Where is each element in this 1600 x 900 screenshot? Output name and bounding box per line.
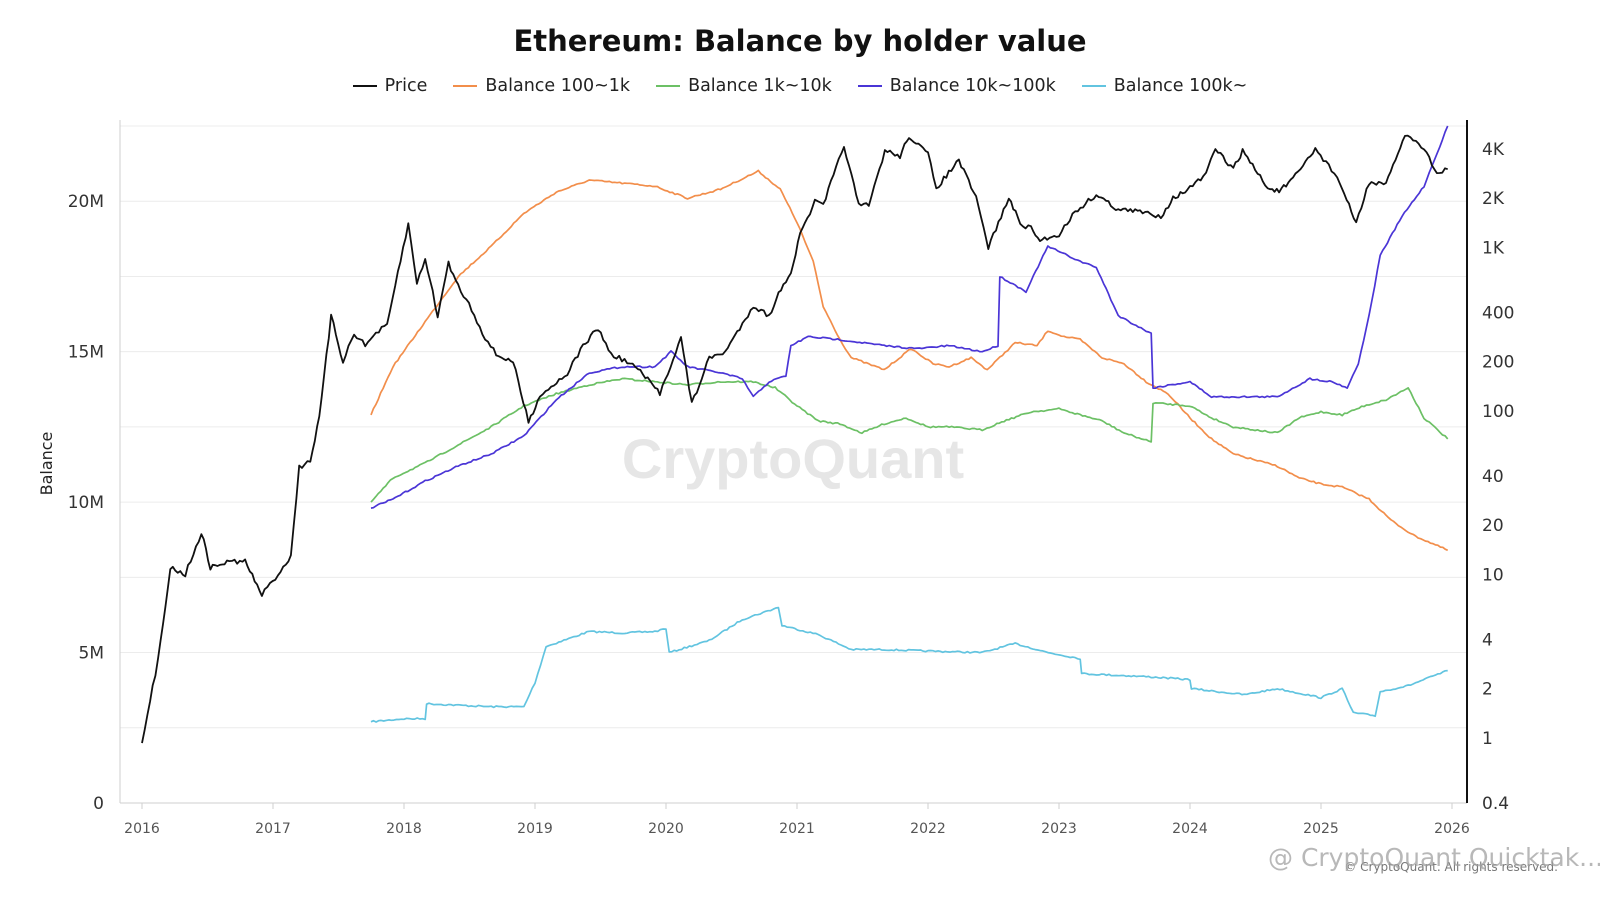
bottom-watermark: @ CryptoQuant Quicktak... <box>1268 843 1600 872</box>
y-tick-label: 0 <box>93 794 104 814</box>
y-axis-title: Balance <box>37 432 56 496</box>
x-tick-label: 2024 <box>1172 821 1208 837</box>
y2-tick-label: 1 <box>1482 729 1493 749</box>
y2-tick-label: 100 <box>1482 402 1514 422</box>
legend-item-2[interactable]: Balance 1k~10k <box>656 76 832 96</box>
x-tick-label: 2017 <box>255 821 291 837</box>
y2-tick-label: 0.4 <box>1482 794 1509 814</box>
y2-tick-label: 4K <box>1482 140 1505 160</box>
series-line-2 <box>370 377 1449 503</box>
y2-tick-label: 20 <box>1482 516 1504 536</box>
x-tick-label: 2025 <box>1303 821 1339 837</box>
legend-swatch <box>453 85 478 87</box>
legend-label: Balance 100k~ <box>1113 76 1248 96</box>
x-tick-label: 2020 <box>648 821 684 837</box>
y-tick-label: 20M <box>68 192 104 212</box>
x-tick-label: 2016 <box>124 821 160 837</box>
legend-swatch <box>1081 85 1106 87</box>
y2-tick-label: 4 <box>1482 630 1493 650</box>
legend-item-1[interactable]: Balance 100~1k <box>453 76 630 96</box>
series-line-0 <box>141 134 1448 744</box>
y2-tick-label: 2K <box>1482 189 1505 209</box>
y-tick-label: 5M <box>79 644 104 664</box>
y-tick-label: 10M <box>68 493 104 513</box>
series-layer <box>141 125 1449 744</box>
legend-label: Price <box>384 76 428 96</box>
series-line-1 <box>370 169 1449 552</box>
y2-tick-label: 400 <box>1482 303 1514 323</box>
legend-label: Balance 1k~10k <box>688 76 832 96</box>
x-tick-label: 2026 <box>1434 821 1470 837</box>
series-line-3 <box>370 125 1449 509</box>
y2-tick-label: 10 <box>1482 565 1504 585</box>
x-tick-label: 2023 <box>1041 821 1077 837</box>
series-line-4 <box>370 606 1448 723</box>
x-tick-label: 2021 <box>779 821 815 837</box>
y2-tick-label: 2 <box>1482 680 1493 700</box>
y-tick-label: 15M <box>68 343 104 363</box>
x-tick-label: 2022 <box>910 821 946 837</box>
y2-tick-label: 1K <box>1482 238 1505 258</box>
legend-swatch <box>656 85 681 87</box>
legend-swatch <box>352 85 377 87</box>
chart-watermark: CryptoQuant <box>622 427 964 490</box>
x-tick-label: 2019 <box>517 821 553 837</box>
legend: Price Balance 100~1k Balance 1k~10k Balance… <box>0 76 1600 96</box>
legend-item-4[interactable]: Balance 100k~ <box>1081 76 1248 96</box>
legend-item-3[interactable]: Balance 10k~100k <box>857 76 1056 96</box>
y2-tick-label: 200 <box>1482 353 1514 373</box>
y2-tick-label: 40 <box>1482 467 1504 487</box>
grid-layer <box>120 125 1467 729</box>
footer-note: © CryptoQuant. All rights reserved. <box>1344 860 1558 874</box>
legend-label: Balance 100~1k <box>485 76 631 96</box>
legend-swatch <box>857 85 882 87</box>
legend-label: Balance 10k~100k <box>889 76 1056 96</box>
axis-layer: 0 5M 10M 15M 20M Balance 0.4 1 2 4 10 20 40 100 200 400… <box>37 120 1514 837</box>
legend-item-0[interactable]: Price <box>352 76 428 96</box>
x-tick-label: 2018 <box>386 821 422 837</box>
chart-title: Ethereum: Balance by holder value <box>513 24 1087 58</box>
